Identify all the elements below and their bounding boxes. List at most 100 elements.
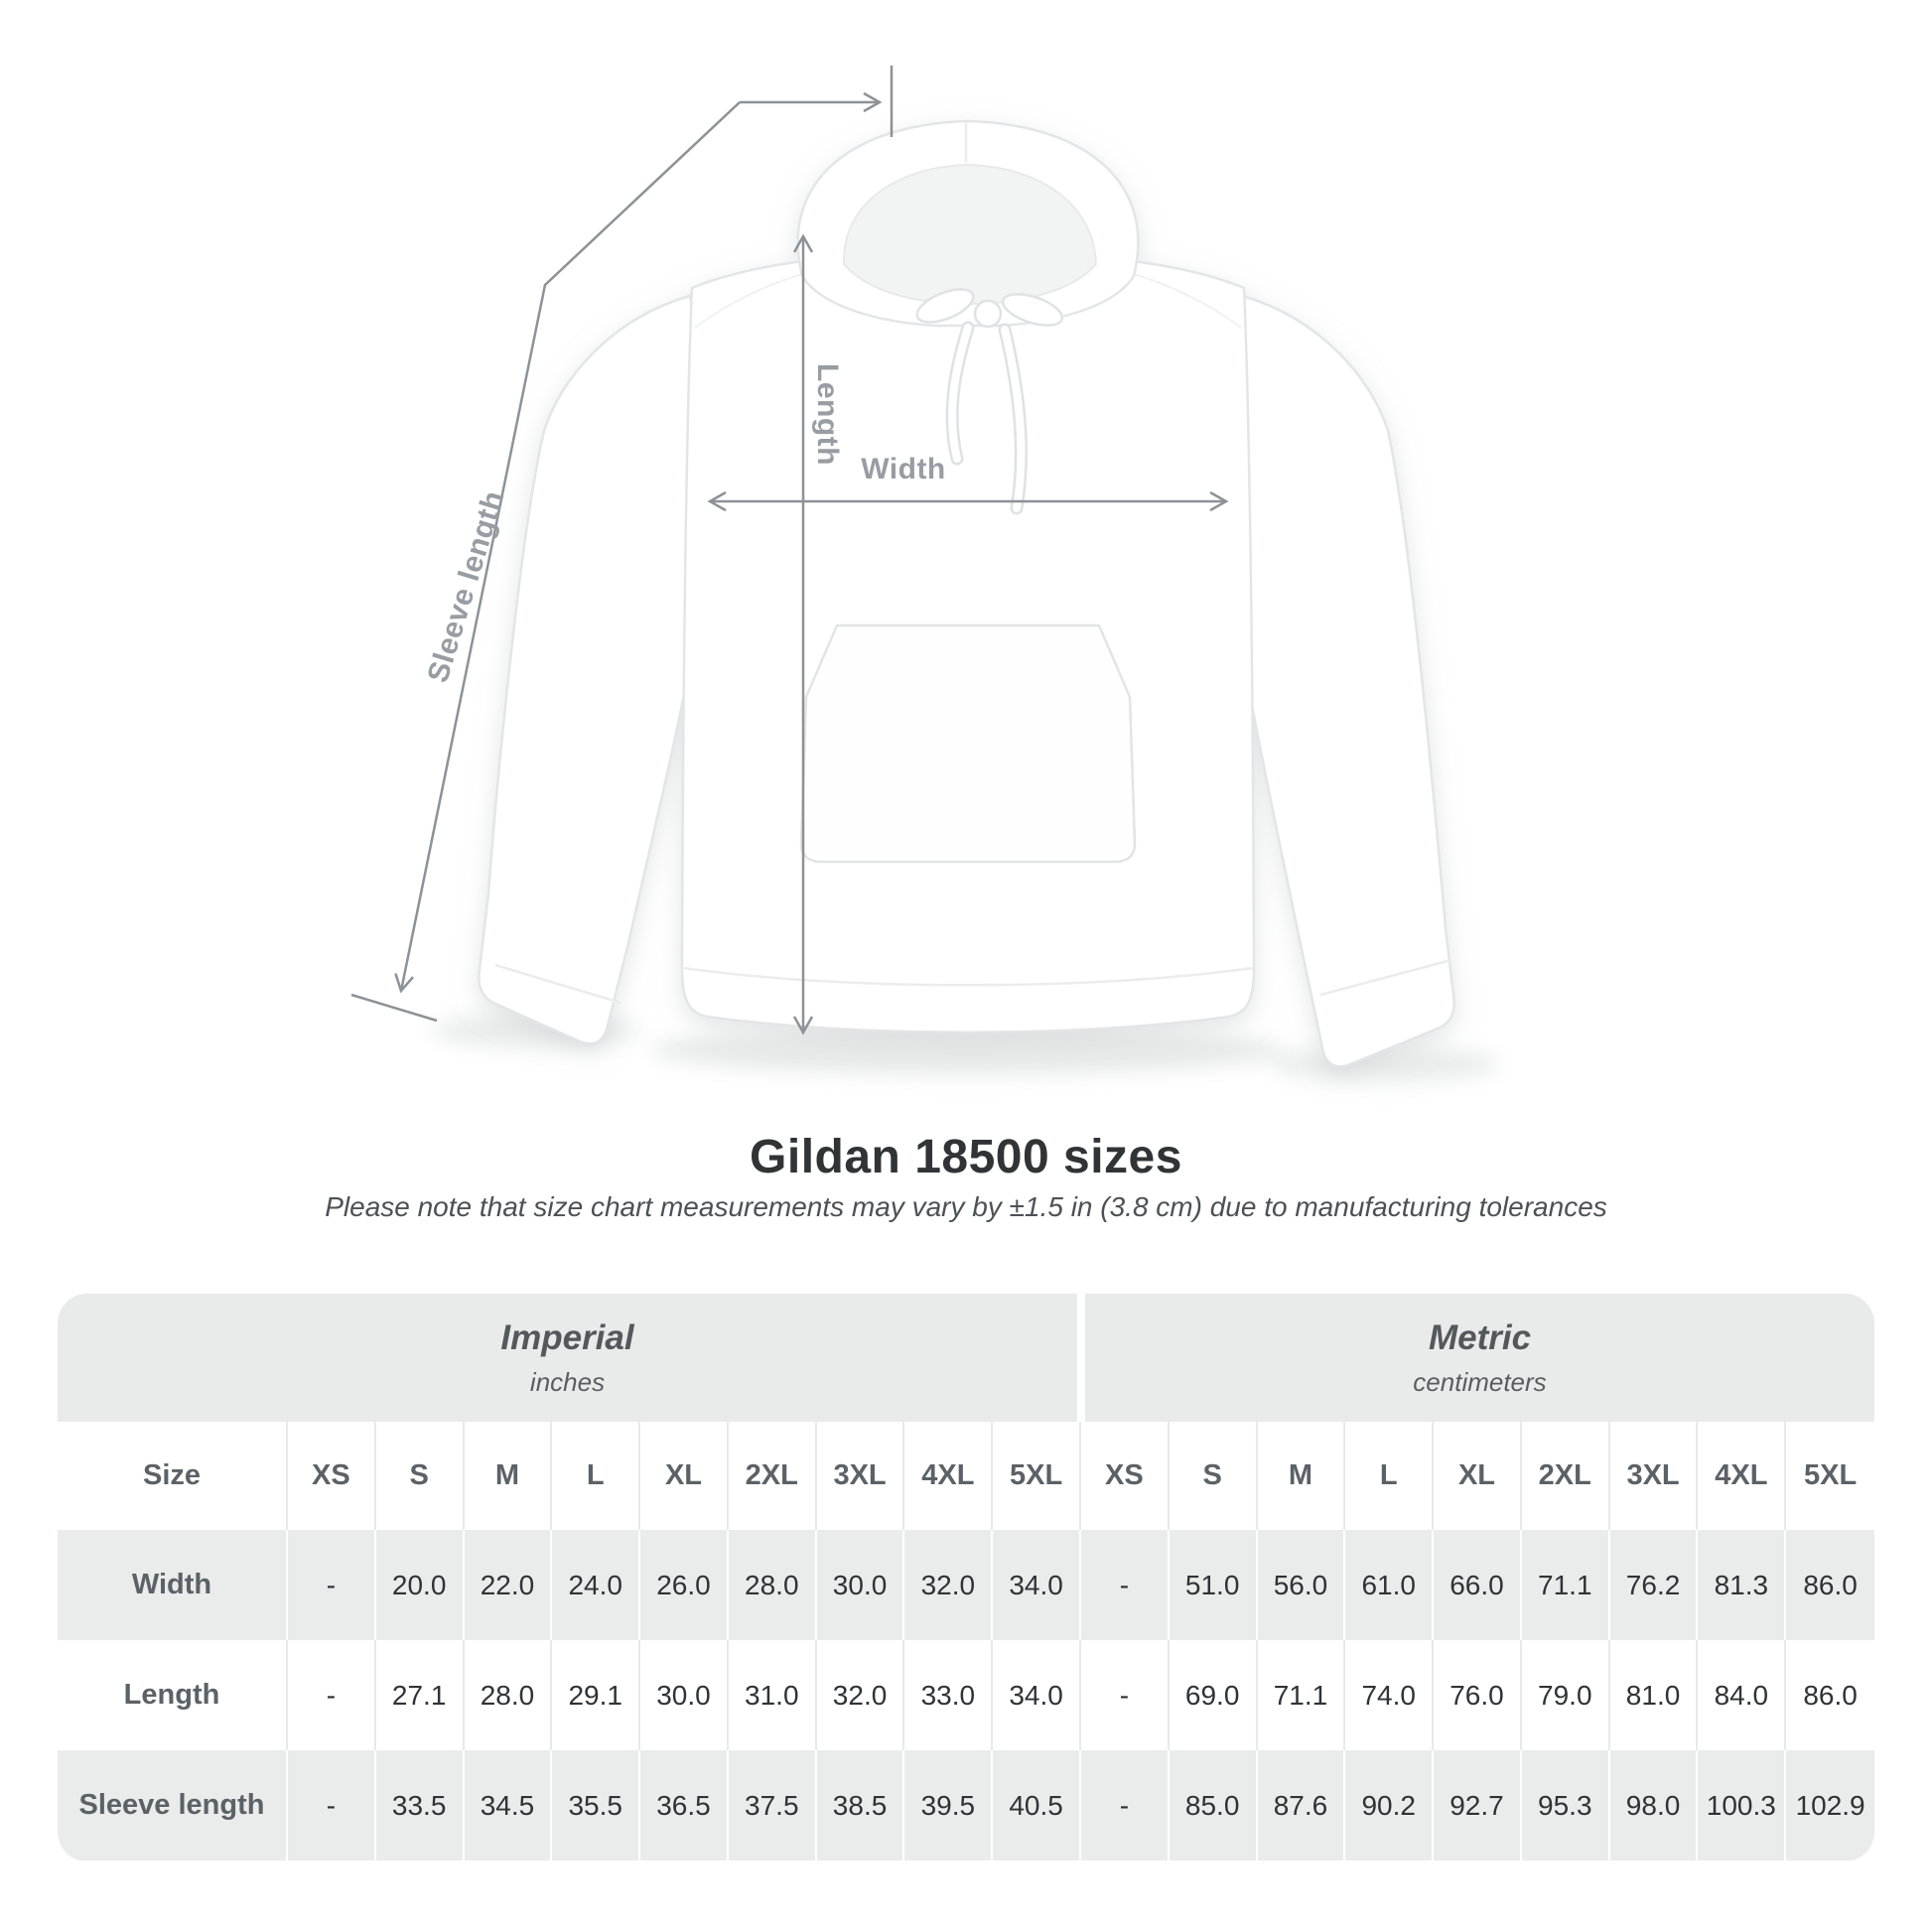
table-cell: 31.0 bbox=[729, 1640, 817, 1750]
size-column-header: S bbox=[1170, 1422, 1258, 1530]
table-cell: 30.0 bbox=[640, 1640, 729, 1750]
table-cell: 74.0 bbox=[1345, 1640, 1435, 1750]
table-cell: 34.0 bbox=[993, 1530, 1081, 1640]
table-row: Sleeve length -33.5 34.5 35.5 36.5 37.5 38.5 39… bbox=[58, 1750, 1874, 1861]
table-cell: 92.7 bbox=[1434, 1750, 1522, 1861]
hoodie-illustration bbox=[478, 119, 1455, 1068]
table-cell: 98.0 bbox=[1610, 1750, 1699, 1861]
table-cell: 86.0 bbox=[1803, 1569, 1858, 1600]
hoodie-pocket bbox=[799, 623, 1137, 864]
size-column-header: XL bbox=[1434, 1422, 1522, 1530]
hoodie-right-sleeve bbox=[1237, 294, 1455, 1068]
table-cell: 30.0 bbox=[817, 1530, 905, 1640]
table-cell: - bbox=[1081, 1530, 1170, 1640]
hoodie-measurement-diagram bbox=[350, 66, 1499, 1082]
table-row: Length -27.1 28.0 29.1 30.0 31.0 32.0 33.0 34.0-… bbox=[58, 1640, 1874, 1750]
table-cell: 24.0 bbox=[552, 1530, 641, 1640]
table-cell: - bbox=[1081, 1640, 1170, 1750]
table-cell: 28.0 bbox=[729, 1530, 817, 1640]
table-cell: 34.0 bbox=[993, 1640, 1081, 1750]
table-row: Width -20.0 22.0 24.0 26.0 28.0 30.0 32.0 34.0-5… bbox=[58, 1530, 1874, 1640]
metric-unit-label: centimeters bbox=[1413, 1366, 1547, 1397]
table-cell: 28.0 bbox=[465, 1640, 553, 1750]
table-cell: 102.9 bbox=[1795, 1789, 1865, 1821]
size-column-header: 3XL bbox=[1610, 1422, 1699, 1530]
table-cell: 33.5 bbox=[376, 1750, 465, 1861]
table-cell: 38.5 bbox=[817, 1750, 905, 1861]
width-dimension-label: Width bbox=[861, 453, 946, 485]
row-label: Width bbox=[58, 1530, 288, 1640]
table-cell: 35.5 bbox=[552, 1750, 641, 1861]
row-label: Sleeve length bbox=[58, 1750, 288, 1861]
table-cell: 79.0 bbox=[1522, 1640, 1610, 1750]
table-cell: 29.1 bbox=[552, 1640, 641, 1750]
table-cell: 86.0 bbox=[1803, 1679, 1858, 1711]
table-cell: - bbox=[288, 1530, 376, 1640]
table-cell: 40.5 bbox=[993, 1750, 1081, 1861]
size-column-header: L bbox=[552, 1422, 641, 1530]
size-corner-header: Size bbox=[58, 1422, 288, 1530]
size-column-header: XS bbox=[1081, 1422, 1170, 1530]
sleeve-length-line bbox=[394, 101, 741, 994]
size-column-header: 4XL bbox=[904, 1422, 994, 1530]
row-label: Length bbox=[58, 1640, 288, 1750]
size-column-header: 5XL bbox=[993, 1422, 1081, 1530]
size-header-row: Size XS S M L XL 2XL 3XL 4XL 5XL XS S M L XL 2XL 3XL 4XL 5… bbox=[58, 1422, 1874, 1530]
table-cell: 66.0 bbox=[1434, 1530, 1522, 1640]
imperial-unit-label: inches bbox=[529, 1366, 606, 1397]
size-column-header: L bbox=[1345, 1422, 1435, 1530]
table-cell: - bbox=[1081, 1750, 1170, 1861]
size-column-header: 5XL bbox=[1804, 1459, 1858, 1491]
table-cell: 22.0 bbox=[465, 1530, 553, 1640]
table-cell: 51.0 bbox=[1170, 1530, 1258, 1640]
table-cell: 85.0 bbox=[1170, 1750, 1258, 1861]
hoodie-left-sleeve bbox=[478, 294, 697, 1045]
table-cell: 84.0 bbox=[1698, 1640, 1787, 1750]
size-column-header: 2XL bbox=[729, 1422, 817, 1530]
table-cell: 71.1 bbox=[1522, 1530, 1610, 1640]
size-table-body: Width -20.0 22.0 24.0 26.0 28.0 30.0 32.0 34.0-5… bbox=[58, 1530, 1874, 1861]
table-cell: 33.0 bbox=[904, 1640, 994, 1750]
size-column-header: 4XL bbox=[1698, 1422, 1787, 1530]
size-table: Imperial inches Metric centimeters Size X… bbox=[58, 1294, 1874, 1862]
page-title: Gildan 18500 sizes bbox=[750, 1131, 1182, 1183]
table-cell: 37.5 bbox=[729, 1750, 817, 1861]
table-cell: 56.0 bbox=[1258, 1530, 1346, 1640]
table-cell: 81.0 bbox=[1610, 1640, 1699, 1750]
table-cell: 27.1 bbox=[376, 1640, 465, 1750]
table-cell: 32.0 bbox=[817, 1640, 905, 1750]
imperial-group-header: Imperial inches bbox=[58, 1294, 1077, 1422]
hoodie-drawstrings bbox=[915, 288, 1064, 515]
size-column-header: 3XL bbox=[817, 1422, 905, 1530]
table-cell: 87.6 bbox=[1258, 1750, 1346, 1861]
table-cell: 61.0 bbox=[1345, 1530, 1435, 1640]
size-column-header: XL bbox=[640, 1422, 729, 1530]
table-cell: 95.3 bbox=[1522, 1750, 1610, 1861]
imperial-title: Imperial bbox=[500, 1317, 634, 1357]
table-cell: - bbox=[288, 1750, 376, 1861]
table-cell: - bbox=[288, 1640, 376, 1750]
size-column-header: M bbox=[1258, 1422, 1346, 1530]
table-cell: 26.0 bbox=[640, 1530, 729, 1640]
table-cell: 34.5 bbox=[465, 1750, 553, 1861]
table-cell: 90.2 bbox=[1345, 1750, 1435, 1861]
unit-group-header-row: Imperial inches Metric centimeters bbox=[58, 1294, 1874, 1422]
table-cell: 71.1 bbox=[1258, 1640, 1346, 1750]
table-cell: 100.3 bbox=[1698, 1750, 1787, 1861]
table-cell: 81.3 bbox=[1698, 1530, 1787, 1640]
measurement-lines bbox=[350, 66, 1229, 1035]
metric-title: Metric bbox=[1428, 1317, 1532, 1357]
size-column-header: M bbox=[465, 1422, 553, 1530]
size-column-header: XS bbox=[288, 1422, 376, 1530]
sleeve-end-tick bbox=[350, 993, 438, 1023]
table-cell: 39.5 bbox=[904, 1750, 994, 1861]
size-column-header: S bbox=[376, 1422, 465, 1530]
table-cell: 76.2 bbox=[1610, 1530, 1699, 1640]
tolerance-note: Please note that size chart measurements… bbox=[325, 1191, 1607, 1222]
length-dimension-label: Length bbox=[811, 363, 844, 466]
metric-group-header: Metric centimeters bbox=[1085, 1294, 1874, 1422]
size-column-header: 2XL bbox=[1522, 1422, 1610, 1530]
table-cell: 36.5 bbox=[640, 1750, 729, 1861]
table-cell: 20.0 bbox=[376, 1530, 465, 1640]
